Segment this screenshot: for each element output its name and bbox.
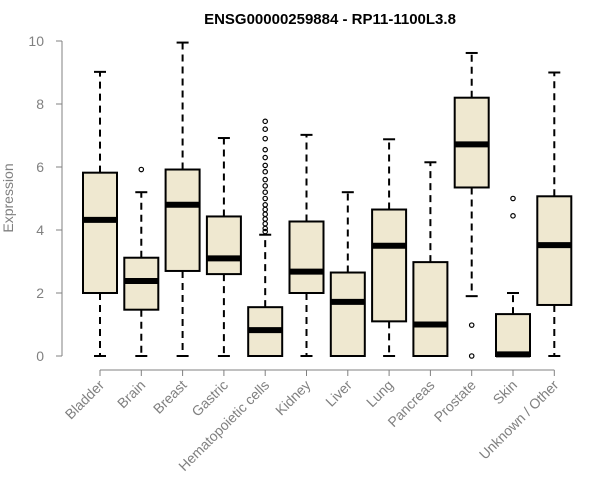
box-1 [82, 70, 118, 357]
outlier-point [262, 118, 269, 125]
outlier-point [138, 166, 145, 173]
category-label: Kidney [272, 377, 314, 419]
category-label: Lung [363, 377, 396, 410]
box-8 [371, 138, 408, 357]
y-tick-label: 6 [36, 159, 44, 175]
box-iqr [536, 195, 573, 306]
outlier-point [262, 168, 269, 175]
outlier-point [262, 206, 269, 213]
category-label: Prostate [431, 377, 479, 425]
box-7 [329, 191, 366, 357]
chart-title: ENSG00000259884 - RP11-1100L3.8 [204, 11, 456, 28]
outlier-point [510, 195, 516, 202]
outlier-point [510, 213, 516, 219]
outlier-point [468, 353, 475, 359]
category-label: Breast [150, 377, 190, 417]
box-iqr [288, 220, 325, 294]
outlier-point [262, 146, 269, 153]
outlier-point [262, 216, 269, 222]
y-tick-label: 8 [36, 96, 44, 112]
outlier-point [262, 195, 269, 202]
box-iqr [412, 261, 449, 358]
y-axis-label: Expression [0, 163, 16, 232]
box-4 [205, 137, 242, 357]
box-iqr [495, 313, 531, 358]
y-tick-label: 2 [36, 285, 44, 301]
box-3 [164, 41, 201, 357]
category-label: Bladder [62, 377, 108, 423]
outlier-point [262, 189, 269, 196]
category-label: Skin [490, 377, 521, 408]
box-12 [536, 71, 573, 357]
box-iqr [329, 271, 366, 357]
outlier-point [262, 211, 269, 218]
category-label: Liver [322, 377, 355, 410]
box-iqr [205, 215, 242, 276]
outlier-point [262, 183, 269, 189]
outlier-point [262, 202, 269, 208]
box-iqr [164, 168, 201, 272]
axes: 0 2 4 6 8 10 [28, 33, 555, 376]
y-tick-label: 0 [36, 348, 44, 364]
y-tick-label: 10 [28, 33, 44, 49]
box-6 [288, 133, 325, 357]
outlier-point [262, 126, 269, 133]
box-5 [247, 118, 284, 357]
outlier-point [262, 176, 269, 183]
box-10 [453, 51, 490, 359]
box-9 [412, 161, 449, 358]
category-label: Brain [114, 377, 148, 411]
outlier-point [468, 322, 475, 328]
outlier-point [262, 135, 269, 142]
boxes [82, 41, 573, 359]
outlier-point [262, 220, 269, 227]
box-iqr [371, 208, 408, 323]
y-tick-label: 4 [36, 222, 44, 238]
outlier-point [262, 154, 269, 161]
box-11 [495, 195, 531, 358]
outlier-point [262, 228, 269, 235]
box-2 [123, 166, 160, 357]
box-iqr [82, 171, 118, 294]
outlier-point [262, 162, 269, 169]
